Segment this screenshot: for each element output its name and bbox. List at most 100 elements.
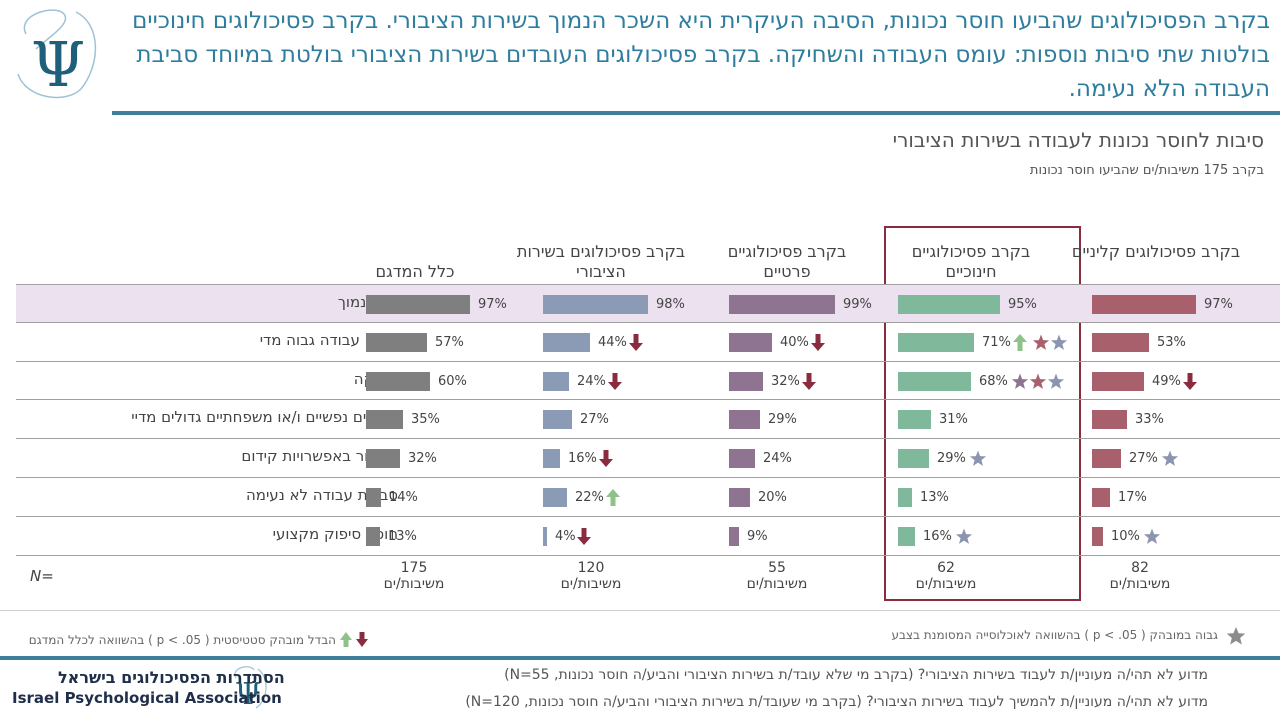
data-label: 40%: [780, 334, 809, 350]
data-label: 27%: [1129, 450, 1158, 466]
row-separator: [16, 284, 1280, 285]
data-label: 97%: [1204, 296, 1233, 312]
n-label: N=: [30, 567, 54, 585]
col-header-educational: בקרב פסיכולוגיים חינוכיים: [911, 242, 1031, 281]
star-legend-text: גבוה במובהק ( p < .05 ) בהשוואה לאוכלוסי…: [891, 628, 1218, 642]
col-header-public: בקרב פסיכולוגים בשירות הציבורי: [516, 242, 686, 281]
arrow-down-icon: [598, 449, 613, 467]
chart-title: סיבות לחוסר נכונות לעבודה בשירות הציבורי: [892, 128, 1264, 152]
bar: [543, 448, 560, 468]
bar: [1092, 526, 1103, 546]
col-header-clinical: בקרב פסיכולוגים קליניים: [1071, 242, 1241, 261]
row-label: שכר נמוך: [337, 293, 398, 311]
n-value: 175 משיבות/ים: [344, 560, 484, 592]
bar: [1092, 332, 1149, 352]
bar: [1092, 409, 1127, 429]
bar: [543, 332, 590, 352]
footer-psi-logo-icon: Ψ: [234, 666, 267, 712]
data-label: 13%: [388, 528, 417, 544]
row-separator: [16, 399, 1280, 400]
bar: [366, 332, 427, 352]
bar: [366, 294, 470, 314]
bar: [366, 448, 400, 468]
data-label: 22%: [575, 489, 604, 505]
data-label: 53%: [1157, 334, 1186, 350]
data-label: 44%: [598, 334, 627, 350]
bar: [543, 371, 569, 391]
arrow-down-icon: [607, 372, 622, 390]
arrow-down-icon: [628, 333, 643, 351]
highlight-row: [16, 284, 1280, 322]
data-label: 57%: [435, 334, 464, 350]
arrows-legend-icon: [340, 632, 368, 647]
data-label: 9%: [747, 528, 768, 544]
row-label: חוסר סיפוק מקצועי: [272, 525, 398, 543]
data-label: 10%: [1111, 528, 1140, 544]
data-label: 24%: [577, 373, 606, 389]
footnote-question-1: מדוע לא תהי/ה מעוניין/ת לעבוד בשירות הצי…: [504, 667, 1208, 683]
data-label: 4%: [555, 528, 576, 544]
row-separator: [16, 322, 1280, 323]
data-label: 29%: [768, 411, 797, 427]
n-count: 55: [768, 560, 786, 576]
data-label: 14%: [389, 489, 418, 505]
n-value: 120 משיבות/ים: [521, 560, 661, 592]
arrow-up-icon: [605, 488, 620, 506]
data-label: 20%: [758, 489, 787, 505]
bar: [543, 294, 648, 314]
n-unit: משיבות/ים: [383, 576, 445, 592]
bar: [1092, 294, 1196, 314]
n-unit: משיבות/ים: [1109, 576, 1171, 592]
psi-glyph: Ψ: [31, 28, 85, 101]
bar: [366, 371, 430, 391]
data-label: 17%: [1118, 489, 1147, 505]
n-value: 55 משיבות/ים: [707, 560, 847, 592]
data-label: 16%: [568, 450, 597, 466]
data-label: 60%: [438, 373, 467, 389]
row-label: עומס עבודה גבוה מדי: [259, 331, 398, 349]
row-separator: [16, 555, 1280, 556]
org-name-english: Israel Psychological Association: [12, 689, 282, 707]
bar: [729, 448, 755, 468]
n-count: 175: [400, 560, 428, 576]
psi-logo-icon: Ψ: [17, 9, 97, 101]
org-name-hebrew: הסתדרות הפסיכולוגים בישראל: [58, 668, 285, 687]
n-count: 120: [577, 560, 605, 576]
bar: [366, 526, 380, 546]
data-label: 49%: [1152, 373, 1181, 389]
bar: [729, 487, 750, 507]
bar: [1092, 487, 1110, 507]
data-label: 32%: [408, 450, 437, 466]
row-label: שחיקה: [353, 370, 398, 388]
data-label: 99%: [843, 296, 872, 312]
bar: [729, 526, 739, 546]
data-label: 33%: [1135, 411, 1164, 427]
arrow-down-icon: [801, 372, 816, 390]
n-row-separator: [0, 610, 1280, 611]
arrow-legend-text: הבדל מובהק סטטיסטית ( p < .05 ) בהשוואה …: [28, 633, 336, 647]
footnote-question-2: מדוע לא תהי/ה מעוניין/ת להמשיך לעבוד בשי…: [465, 694, 1208, 710]
bar: [729, 332, 772, 352]
bar: [366, 487, 381, 507]
page-headline: בקרב הפסיכולוגים שהביעו חוסר נכונות, הסי…: [132, 8, 1270, 102]
data-label: 27%: [580, 411, 609, 427]
col-header-all: כלל המדגם: [375, 262, 455, 281]
row-label: מחירים נפשיים ו/או משפחתיים גדולים מדיי: [131, 408, 398, 426]
n-value: 82 משיבות/ים: [1070, 560, 1210, 592]
bar: [1092, 371, 1144, 391]
bar: [543, 526, 547, 546]
bar: [729, 294, 835, 314]
n-count: 82: [1131, 560, 1149, 576]
data-label: 24%: [763, 450, 792, 466]
data-label: 97%: [478, 296, 507, 312]
arrow-down-icon: [810, 333, 825, 351]
significance-stars-icon: [1143, 528, 1160, 544]
row-label: סביבת עבודה לא נעימה: [245, 486, 398, 504]
row-separator: [16, 438, 1280, 439]
bar: [543, 487, 567, 507]
footer-psi-glyph: Ψ: [235, 677, 261, 712]
highlight-column-frame: [884, 226, 1081, 601]
row-separator: [16, 516, 1280, 517]
data-label: 32%: [771, 373, 800, 389]
